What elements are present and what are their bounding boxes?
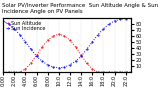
Sun Incidence [19,34,21,35]
Sun Altitude [69,40,71,41]
Sun Incidence [75,61,76,62]
Text: Solar PV/Inverter Performance  Sun Altitude Angle & Sun Incidence Angle on PV Pa: Solar PV/Inverter Performance Sun Altitu… [2,3,158,14]
Sun Incidence [8,23,10,25]
Sun Incidence [97,34,99,35]
Sun Incidence [36,56,38,57]
Sun Altitude [75,46,76,47]
Sun Incidence [24,41,26,43]
Sun Altitude [2,71,4,73]
Sun Altitude [130,71,132,73]
Sun Incidence [102,28,104,29]
Sun Altitude [125,71,127,73]
Sun Incidence [125,18,127,19]
Sun Altitude [58,34,60,35]
Sun Altitude [97,71,99,73]
Sun Altitude [19,71,21,73]
Sun Incidence [80,56,82,57]
Sun Altitude [52,35,54,37]
Sun Incidence [69,64,71,65]
Sun Incidence [30,49,32,50]
Sun Incidence [119,19,121,20]
Sun Altitude [36,55,38,56]
Sun Altitude [47,40,49,41]
Sun Incidence [58,67,60,68]
Sun Altitude [8,71,10,73]
Legend: Sun Altitude, Sun Incidence: Sun Altitude, Sun Incidence [6,20,46,32]
Sun Incidence [64,67,65,68]
Sun Incidence [52,67,54,68]
Sun Altitude [102,71,104,73]
Sun Incidence [130,17,132,19]
Sun Incidence [86,49,88,50]
Sun Incidence [114,20,116,22]
Sun Altitude [24,68,26,70]
Sun Altitude [64,35,65,37]
Sun Altitude [114,71,116,73]
Sun Incidence [47,64,49,65]
Sun Incidence [91,41,93,43]
Sun Incidence [13,28,15,29]
Sun Altitude [91,68,93,70]
Sun Altitude [13,71,15,73]
Sun Altitude [41,46,43,47]
Sun Altitude [30,62,32,64]
Line: Sun Incidence: Sun Incidence [3,17,132,68]
Sun Incidence [108,23,110,25]
Sun Incidence [41,61,43,62]
Line: Sun Altitude: Sun Altitude [3,34,132,73]
Sun Incidence [2,20,4,22]
Sun Altitude [80,55,82,56]
Sun Altitude [119,71,121,73]
Sun Altitude [108,71,110,73]
Sun Altitude [86,62,88,64]
